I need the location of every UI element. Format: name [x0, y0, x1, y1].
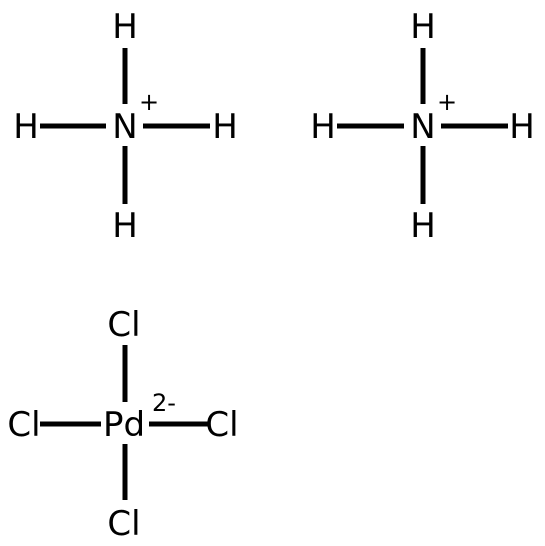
hydrogen-top-2: H	[410, 7, 436, 47]
palladium-atom: Pd	[103, 405, 145, 445]
tetrachloropalladate-ion: Pd 2- Cl Cl Cl Cl	[7, 305, 238, 544]
chlorine-bottom: Cl	[107, 504, 140, 544]
nitrogen-atom-1: N	[112, 107, 137, 147]
chlorine-left: Cl	[7, 405, 40, 445]
hydrogen-right-1: H	[212, 107, 238, 147]
nitrogen-atom-2: N	[410, 107, 435, 147]
charge-n2: +	[437, 88, 457, 116]
charge-n1: +	[139, 88, 159, 116]
hydrogen-right-2: H	[509, 107, 535, 147]
ammonium-ion-2: N + H H H H	[310, 7, 535, 246]
hydrogen-top-1: H	[112, 7, 138, 47]
ammonium-ion-1: N + H H H H	[13, 7, 238, 246]
hydrogen-left-1: H	[13, 107, 39, 147]
hydrogen-bottom-1: H	[112, 206, 138, 246]
charge-pd: 2-	[152, 389, 176, 417]
chlorine-top: Cl	[107, 305, 140, 345]
hydrogen-left-2: H	[310, 107, 336, 147]
hydrogen-bottom-2: H	[410, 206, 436, 246]
chlorine-right: Cl	[205, 405, 238, 445]
